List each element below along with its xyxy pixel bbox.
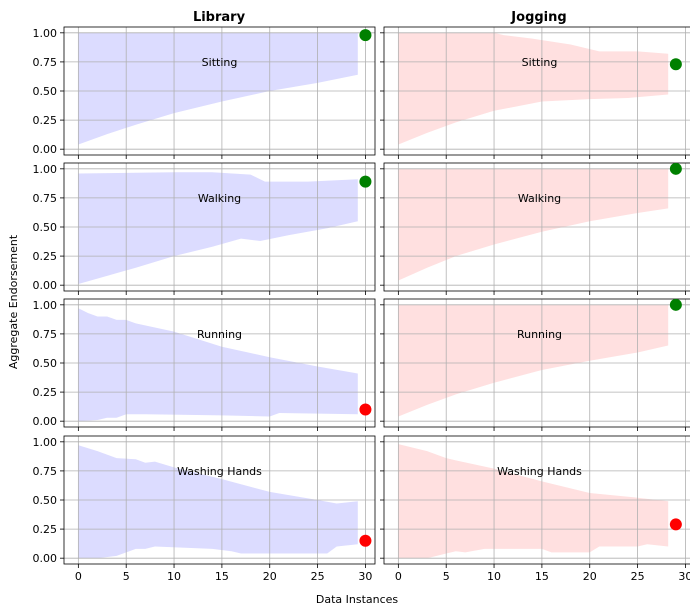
y-tick-label: 0.75: [33, 56, 58, 69]
y-tick-label: 0.75: [33, 328, 58, 341]
band-jogging-sitting: [398, 32, 669, 145]
y-tick-label: 0.50: [33, 494, 58, 507]
subplot-frame: [383, 26, 690, 156]
y-tick-label: 0.25: [33, 523, 58, 536]
y-tick-label: 0.00: [33, 552, 58, 565]
subplot-frame: [383, 162, 690, 292]
panel-label-jogging-running: Running: [517, 328, 562, 341]
subplot-frame: [63, 435, 376, 565]
x-tick-label: 30: [358, 570, 372, 583]
y-tick-label: 0.50: [33, 357, 58, 370]
panel-label-library-sitting: Sitting: [202, 56, 238, 69]
band-jogging-running: [398, 304, 669, 417]
endorsement-marker: [359, 175, 372, 188]
x-tick-label: 5: [123, 570, 130, 583]
x-tick-label: 10: [487, 570, 501, 583]
y-tick-label: 1.00: [33, 163, 58, 176]
endorsement-marker: [669, 298, 682, 311]
subplot-library-walking: 0.00 0.25 0.50 0.75 1.00 Walking: [33, 162, 376, 295]
x-tick-label: 5: [443, 570, 450, 583]
endorsement-marker: [669, 58, 682, 71]
subplot-frame: [383, 435, 690, 565]
panel-label-jogging-sitting: Sitting: [522, 56, 558, 69]
endorsement-marker: [669, 162, 682, 175]
y-tick-label: 0.00: [33, 143, 58, 156]
subplot-frame: [63, 162, 376, 292]
x-tick-label: 30: [678, 570, 690, 583]
subplot-jogging-sitting: Sitting: [380, 26, 690, 159]
y-tick-label: 0.00: [33, 279, 58, 292]
subplot-jogging-washing-hands: 0 5 10 15 20 25 30 Washing Hands: [380, 435, 690, 583]
y-tick-label: 0.25: [33, 114, 58, 127]
subplot-library-running: 0.00 0.25 0.50 0.75 1.00 Running: [33, 298, 376, 431]
panel-label-jogging-walking: Walking: [518, 192, 561, 205]
x-tick-label: 0: [395, 570, 402, 583]
x-tick-label: 0: [75, 570, 82, 583]
band-library-sitting: [78, 32, 358, 145]
band-library-running: [78, 308, 358, 422]
subplot-library-washing-hands: 0.00 0.25 0.50 0.75 1.00 0 5 10 15 20 25 30 Washing …: [33, 435, 376, 583]
band-library-walking: [78, 172, 358, 284]
subplot-jogging-walking: Walking: [380, 162, 690, 295]
endorsement-marker: [669, 518, 682, 531]
y-axis-label: Aggregate Endorsement: [7, 234, 20, 369]
band-library-washing-hands: [78, 445, 358, 559]
y-tick-label: 0.25: [33, 250, 58, 263]
y-tick-label: 1.00: [33, 436, 58, 449]
endorsement-marker: [359, 29, 372, 42]
x-tick-label: 20: [263, 570, 277, 583]
subplot-jogging-running: Running: [380, 298, 690, 431]
x-tick-label: 15: [215, 570, 229, 583]
x-tick-label: 20: [583, 570, 597, 583]
y-tick-label: 1.00: [33, 299, 58, 312]
y-tick-label: 1.00: [33, 27, 58, 40]
band-jogging-walking: [398, 168, 669, 281]
panel-label-library-washing-hands: Washing Hands: [177, 465, 262, 478]
x-tick-label: 10: [167, 570, 181, 583]
panel-label-library-running: Running: [197, 328, 242, 341]
subplot-frame: [383, 298, 690, 428]
x-axis-label: Data Instances: [316, 593, 399, 606]
endorsement-marker: [359, 403, 372, 416]
band-jogging-washing-hands: [398, 444, 669, 559]
column-title-library: Library: [193, 10, 246, 25]
y-tick-label: 0.00: [33, 415, 58, 428]
x-tick-label: 25: [631, 570, 645, 583]
y-tick-label: 0.75: [33, 465, 58, 478]
endorsement-marker: [359, 534, 372, 547]
panel-label-jogging-washing-hands: Washing Hands: [497, 465, 582, 478]
column-title-jogging: Jogging: [510, 10, 566, 25]
x-tick-label: 15: [535, 570, 549, 583]
subplot-frame: [63, 298, 376, 428]
panel-label-library-walking: Walking: [198, 192, 241, 205]
y-tick-label: 0.50: [33, 85, 58, 98]
y-tick-label: 0.50: [33, 221, 58, 234]
subplot-frame: [63, 26, 376, 156]
x-tick-label: 25: [311, 570, 325, 583]
y-tick-label: 0.75: [33, 192, 58, 205]
y-tick-label: 0.25: [33, 386, 58, 399]
subplot-library-sitting: 0.00 0.25 0.50 0.75 1.00 Sitting: [33, 26, 376, 159]
